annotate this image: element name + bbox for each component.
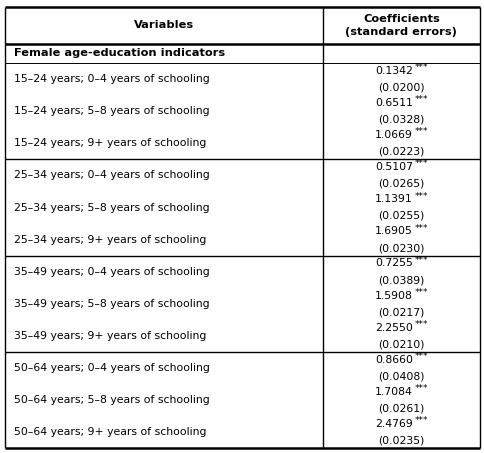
Text: (0.0235): (0.0235) [378,436,424,446]
Text: 35–49 years; 0–4 years of schooling: 35–49 years; 0–4 years of schooling [14,267,209,277]
Text: 0.6511: 0.6511 [374,98,412,108]
Text: 2.4769: 2.4769 [375,419,412,429]
Text: (0.0200): (0.0200) [377,82,424,92]
Text: 0.8660: 0.8660 [374,355,412,365]
Text: 0.1342: 0.1342 [374,66,412,76]
Text: 2.2550: 2.2550 [374,323,412,333]
Text: (0.0328): (0.0328) [378,115,424,125]
Text: ***: *** [414,159,427,169]
Text: 1.1391: 1.1391 [375,194,412,204]
Text: (0.0261): (0.0261) [378,404,424,414]
Text: (0.0223): (0.0223) [378,147,424,157]
Text: Variables: Variables [134,20,193,30]
Text: (0.0408): (0.0408) [378,371,424,381]
Text: 0.7255: 0.7255 [374,258,412,269]
Text: (0.0210): (0.0210) [378,339,424,349]
Text: 15–24 years; 9+ years of schooling: 15–24 years; 9+ years of schooling [14,138,206,148]
Text: 1.6905: 1.6905 [374,226,412,236]
Text: 0.5107: 0.5107 [374,162,412,172]
Text: 50–64 years; 0–4 years of schooling: 50–64 years; 0–4 years of schooling [14,363,209,373]
Text: 1.0669: 1.0669 [374,130,412,140]
Text: (0.0255): (0.0255) [378,211,424,221]
Text: Female age-education indicators: Female age-education indicators [14,48,224,58]
Text: 50–64 years; 5–8 years of schooling: 50–64 years; 5–8 years of schooling [14,395,209,405]
Text: 15–24 years; 0–4 years of schooling: 15–24 years; 0–4 years of schooling [14,74,209,84]
Text: 1.5908: 1.5908 [374,290,412,300]
Text: 25–34 years; 9+ years of schooling: 25–34 years; 9+ years of schooling [14,235,206,245]
Text: Coefficients
(standard errors): Coefficients (standard errors) [345,14,456,37]
Text: (0.0230): (0.0230) [378,243,424,253]
Text: ***: *** [414,352,427,361]
Text: ***: *** [414,192,427,201]
Text: ***: *** [414,127,427,136]
Text: 15–24 years; 5–8 years of schooling: 15–24 years; 5–8 years of schooling [14,106,209,116]
Text: (0.0217): (0.0217) [378,307,424,317]
Text: 25–34 years; 0–4 years of schooling: 25–34 years; 0–4 years of schooling [14,170,209,180]
Text: 35–49 years; 9+ years of schooling: 35–49 years; 9+ years of schooling [14,331,206,341]
Text: ***: *** [414,288,427,297]
Text: ***: *** [414,416,427,425]
Text: ***: *** [414,95,427,104]
Text: ***: *** [414,320,427,329]
Text: (0.0389): (0.0389) [378,275,424,285]
Text: ***: *** [414,256,427,265]
Text: 35–49 years; 5–8 years of schooling: 35–49 years; 5–8 years of schooling [14,299,209,309]
Text: 1.7084: 1.7084 [374,387,412,397]
Text: 50–64 years; 9+ years of schooling: 50–64 years; 9+ years of schooling [14,428,206,438]
Text: ***: *** [414,224,427,233]
Text: ***: *** [414,384,427,393]
Text: 25–34 years; 5–8 years of schooling: 25–34 years; 5–8 years of schooling [14,202,209,212]
Text: ***: *** [414,63,427,72]
Text: (0.0265): (0.0265) [378,179,424,189]
